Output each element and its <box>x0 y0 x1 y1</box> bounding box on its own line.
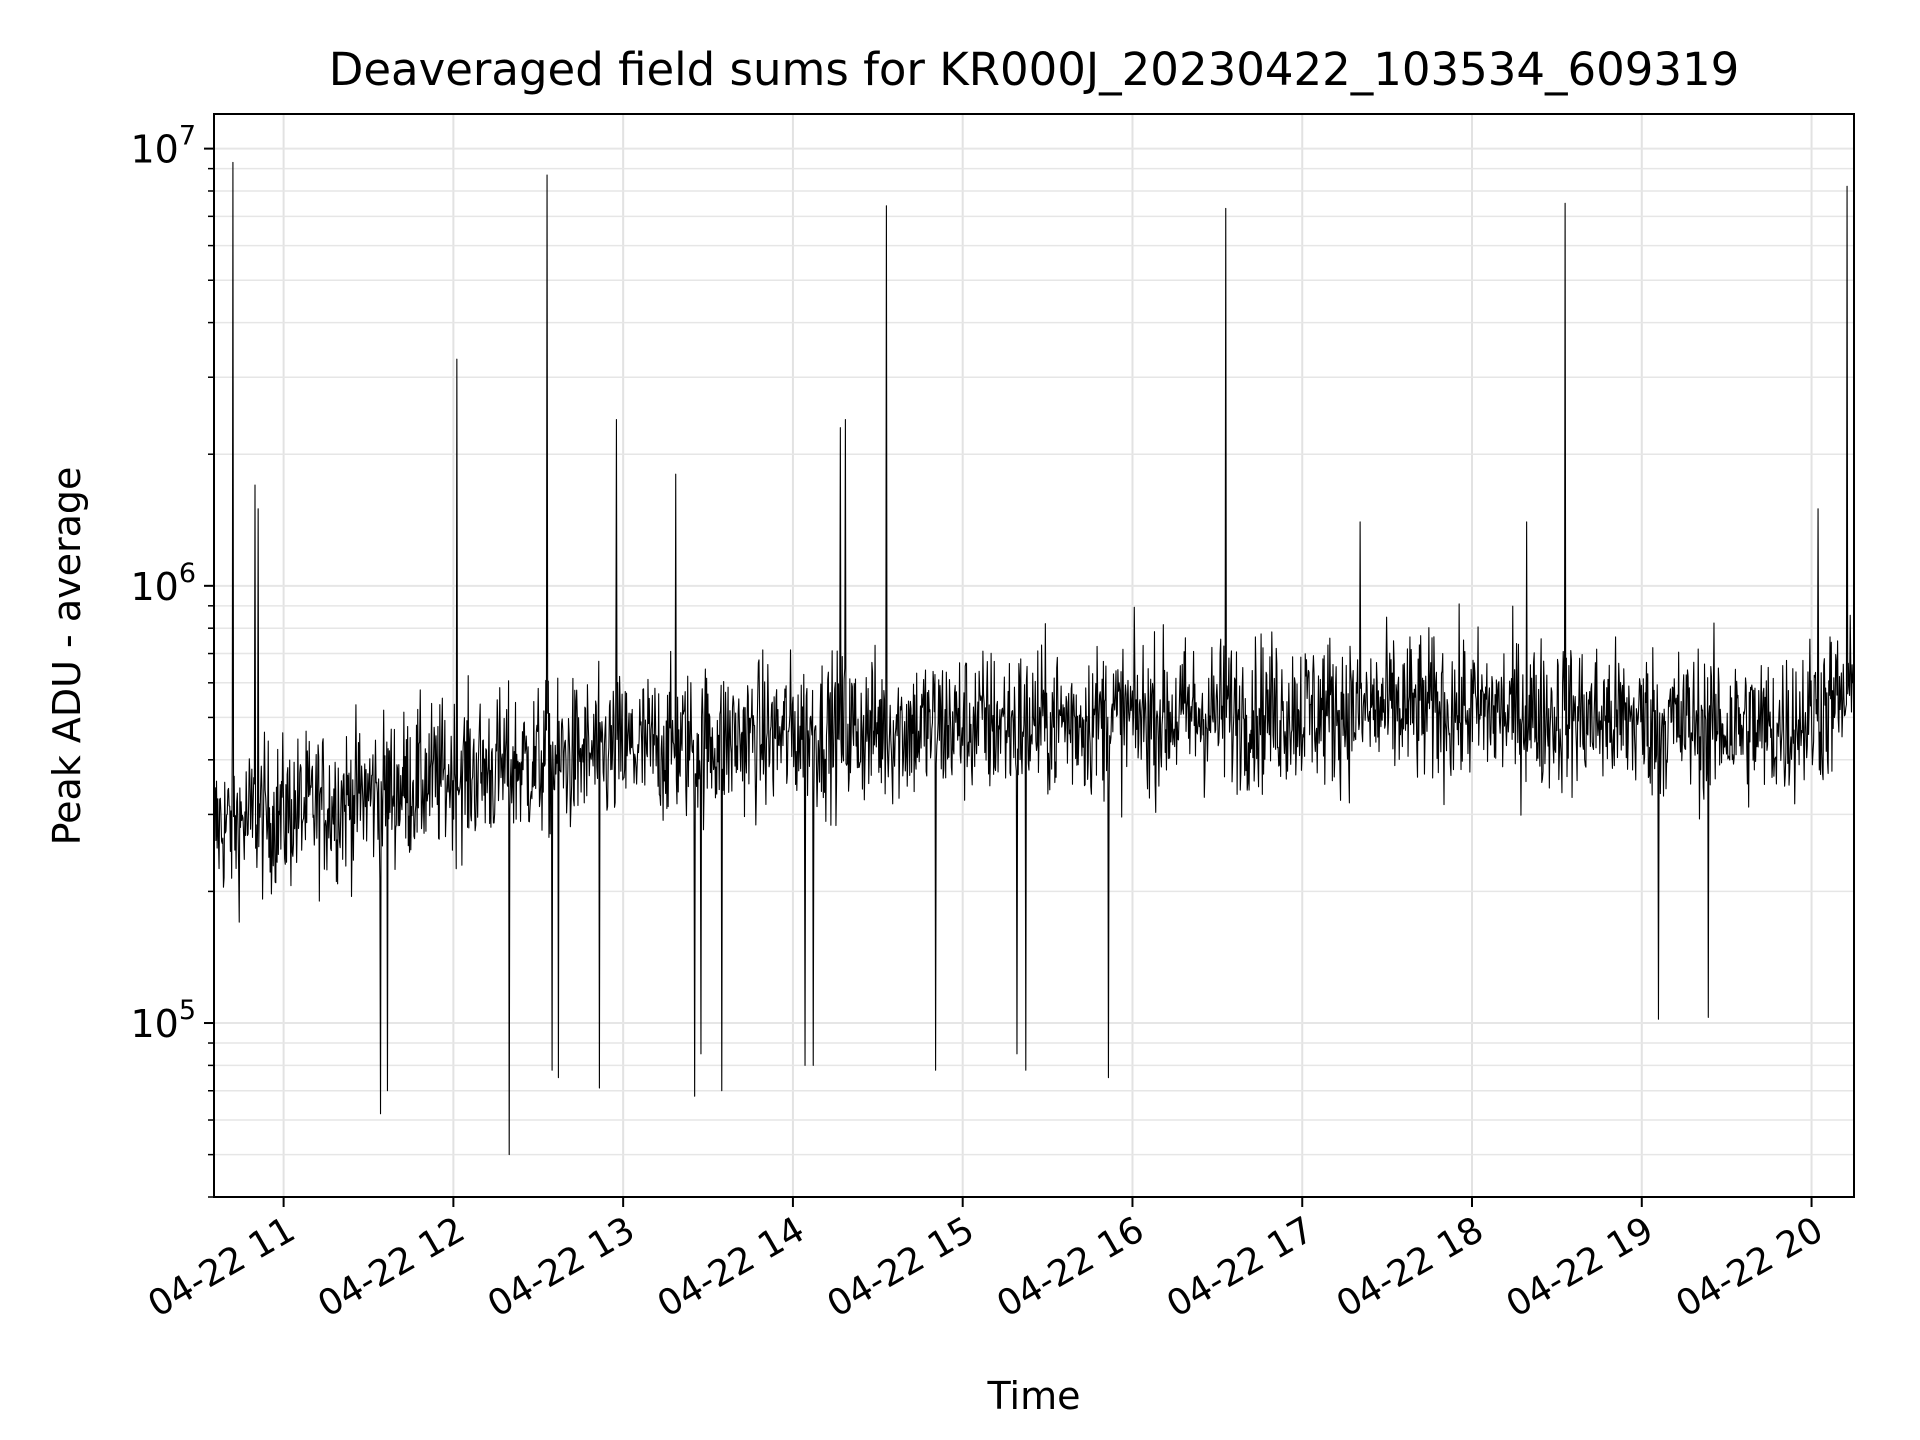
y-tick-label: 105 <box>130 995 196 1046</box>
y-tick-labels: 105 106 107 <box>130 121 196 1046</box>
y-axis-label: Peak ADU - average <box>45 467 89 846</box>
axes-frame <box>213 113 1855 1198</box>
y-tick-label: 106 <box>130 558 196 609</box>
y-tick-label: 107 <box>130 121 196 172</box>
chart-title: Deaveraged field sums for KR000J_2023042… <box>329 43 1740 96</box>
x-axis-label: Time <box>987 1374 1081 1418</box>
tick-marks <box>204 147 1813 1207</box>
series-line <box>214 161 1854 1156</box>
